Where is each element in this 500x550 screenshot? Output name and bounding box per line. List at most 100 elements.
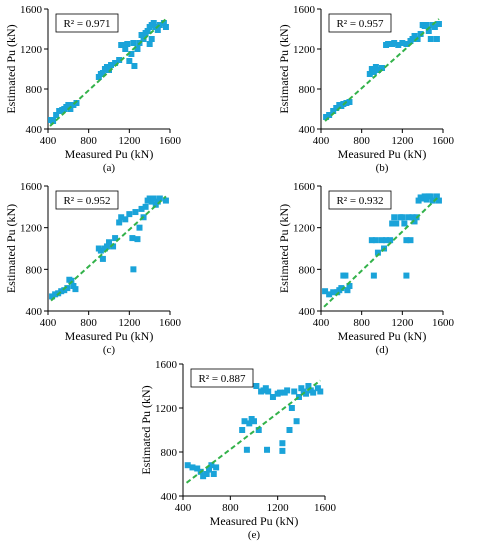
data-point (130, 40, 137, 46)
data-point (314, 385, 321, 392)
data-point (391, 40, 398, 46)
r-squared-label: R² = 0.887 (198, 373, 246, 385)
y-tick-label: 400 (299, 306, 316, 318)
data-point (387, 237, 394, 244)
x-tick-label: 1600 (159, 135, 182, 147)
data-point (126, 211, 133, 218)
x-tick-label: 400 (40, 317, 57, 329)
data-point (132, 209, 139, 216)
y-tick-label: 1600 (20, 181, 43, 193)
x-tick-label: 1200 (118, 317, 141, 329)
data-point (200, 473, 207, 480)
data-point (72, 286, 79, 293)
data-point (293, 418, 300, 425)
y-tick-label: 1600 (293, 4, 316, 16)
data-point (435, 197, 442, 204)
data-point (138, 32, 145, 38)
x-tick-label: 1600 (314, 502, 337, 514)
panel-label: (b) (376, 162, 389, 174)
data-point (279, 440, 286, 447)
data-point (330, 289, 337, 296)
data-point (379, 237, 385, 244)
data-point (126, 58, 133, 64)
r-squared-label: R² = 0.957 (336, 18, 384, 30)
data-point (374, 67, 381, 73)
data-point (162, 197, 169, 204)
data-point (148, 198, 155, 205)
data-point (56, 108, 63, 114)
data-point (251, 418, 257, 425)
data-point (142, 203, 149, 210)
data-point (344, 287, 351, 294)
y-tick-label: 800 (299, 264, 316, 276)
data-point (403, 237, 410, 244)
data-point (433, 36, 440, 42)
data-point (124, 41, 131, 47)
data-point (73, 100, 80, 106)
data-point (374, 249, 381, 256)
data-point (401, 220, 408, 227)
data-point (106, 239, 112, 246)
y-tick-label: 1200 (155, 403, 178, 415)
data-point (415, 197, 422, 204)
data-point (409, 214, 416, 221)
data-point (131, 63, 138, 69)
data-point (421, 193, 428, 200)
data-point (112, 235, 119, 242)
x-tick-label: 800 (353, 317, 370, 329)
data-point (346, 99, 353, 105)
data-point (144, 28, 151, 34)
data-point (370, 69, 377, 75)
data-point (208, 462, 215, 469)
data-point (407, 237, 414, 244)
y-tick-label: 800 (161, 447, 178, 459)
data-point (206, 466, 213, 473)
data-point (298, 385, 305, 392)
y-tick-label: 400 (299, 124, 316, 136)
data-point (330, 108, 337, 114)
data-point (269, 394, 276, 400)
data-point (68, 277, 75, 284)
x-tick-label: 1600 (432, 317, 455, 329)
data-point (110, 243, 117, 250)
data-point (148, 36, 155, 42)
panel-label: (c) (103, 344, 116, 356)
data-point (134, 236, 141, 243)
y-tick-label: 400 (26, 306, 43, 318)
data-point (338, 285, 345, 292)
data-point (53, 112, 60, 118)
data-point (253, 383, 260, 389)
data-point (97, 247, 104, 254)
y-axis-title: Estimated Pu (kN) (4, 24, 18, 113)
data-point (50, 118, 57, 124)
x-tick-label: 1600 (432, 135, 455, 147)
data-point (264, 446, 271, 453)
y-tick-label: 1200 (293, 44, 316, 56)
data-point (239, 427, 246, 433)
data-point (61, 287, 68, 294)
x-tick-label: 400 (175, 502, 192, 514)
data-point (379, 65, 385, 71)
data-point (154, 27, 161, 33)
data-point (346, 283, 353, 289)
data-point (146, 41, 153, 47)
data-point (417, 31, 424, 37)
y-tick-label: 1200 (20, 44, 43, 56)
data-point (99, 255, 106, 262)
data-point (279, 447, 286, 454)
data-point (399, 214, 406, 221)
data-point (411, 218, 418, 225)
x-tick-label: 800 (80, 135, 97, 147)
y-tick-label: 1200 (20, 223, 43, 235)
x-tick-label: 800 (80, 317, 97, 329)
data-point (326, 112, 333, 118)
data-point (305, 383, 312, 389)
r-squared-label: R² = 0.952 (63, 195, 110, 207)
r-squared-label: R² = 0.932 (336, 195, 383, 207)
x-tick-label: 400 (40, 135, 57, 147)
data-point (333, 105, 340, 111)
data-point (134, 46, 141, 52)
data-point (152, 201, 159, 208)
y-tick-label: 1600 (155, 359, 178, 371)
